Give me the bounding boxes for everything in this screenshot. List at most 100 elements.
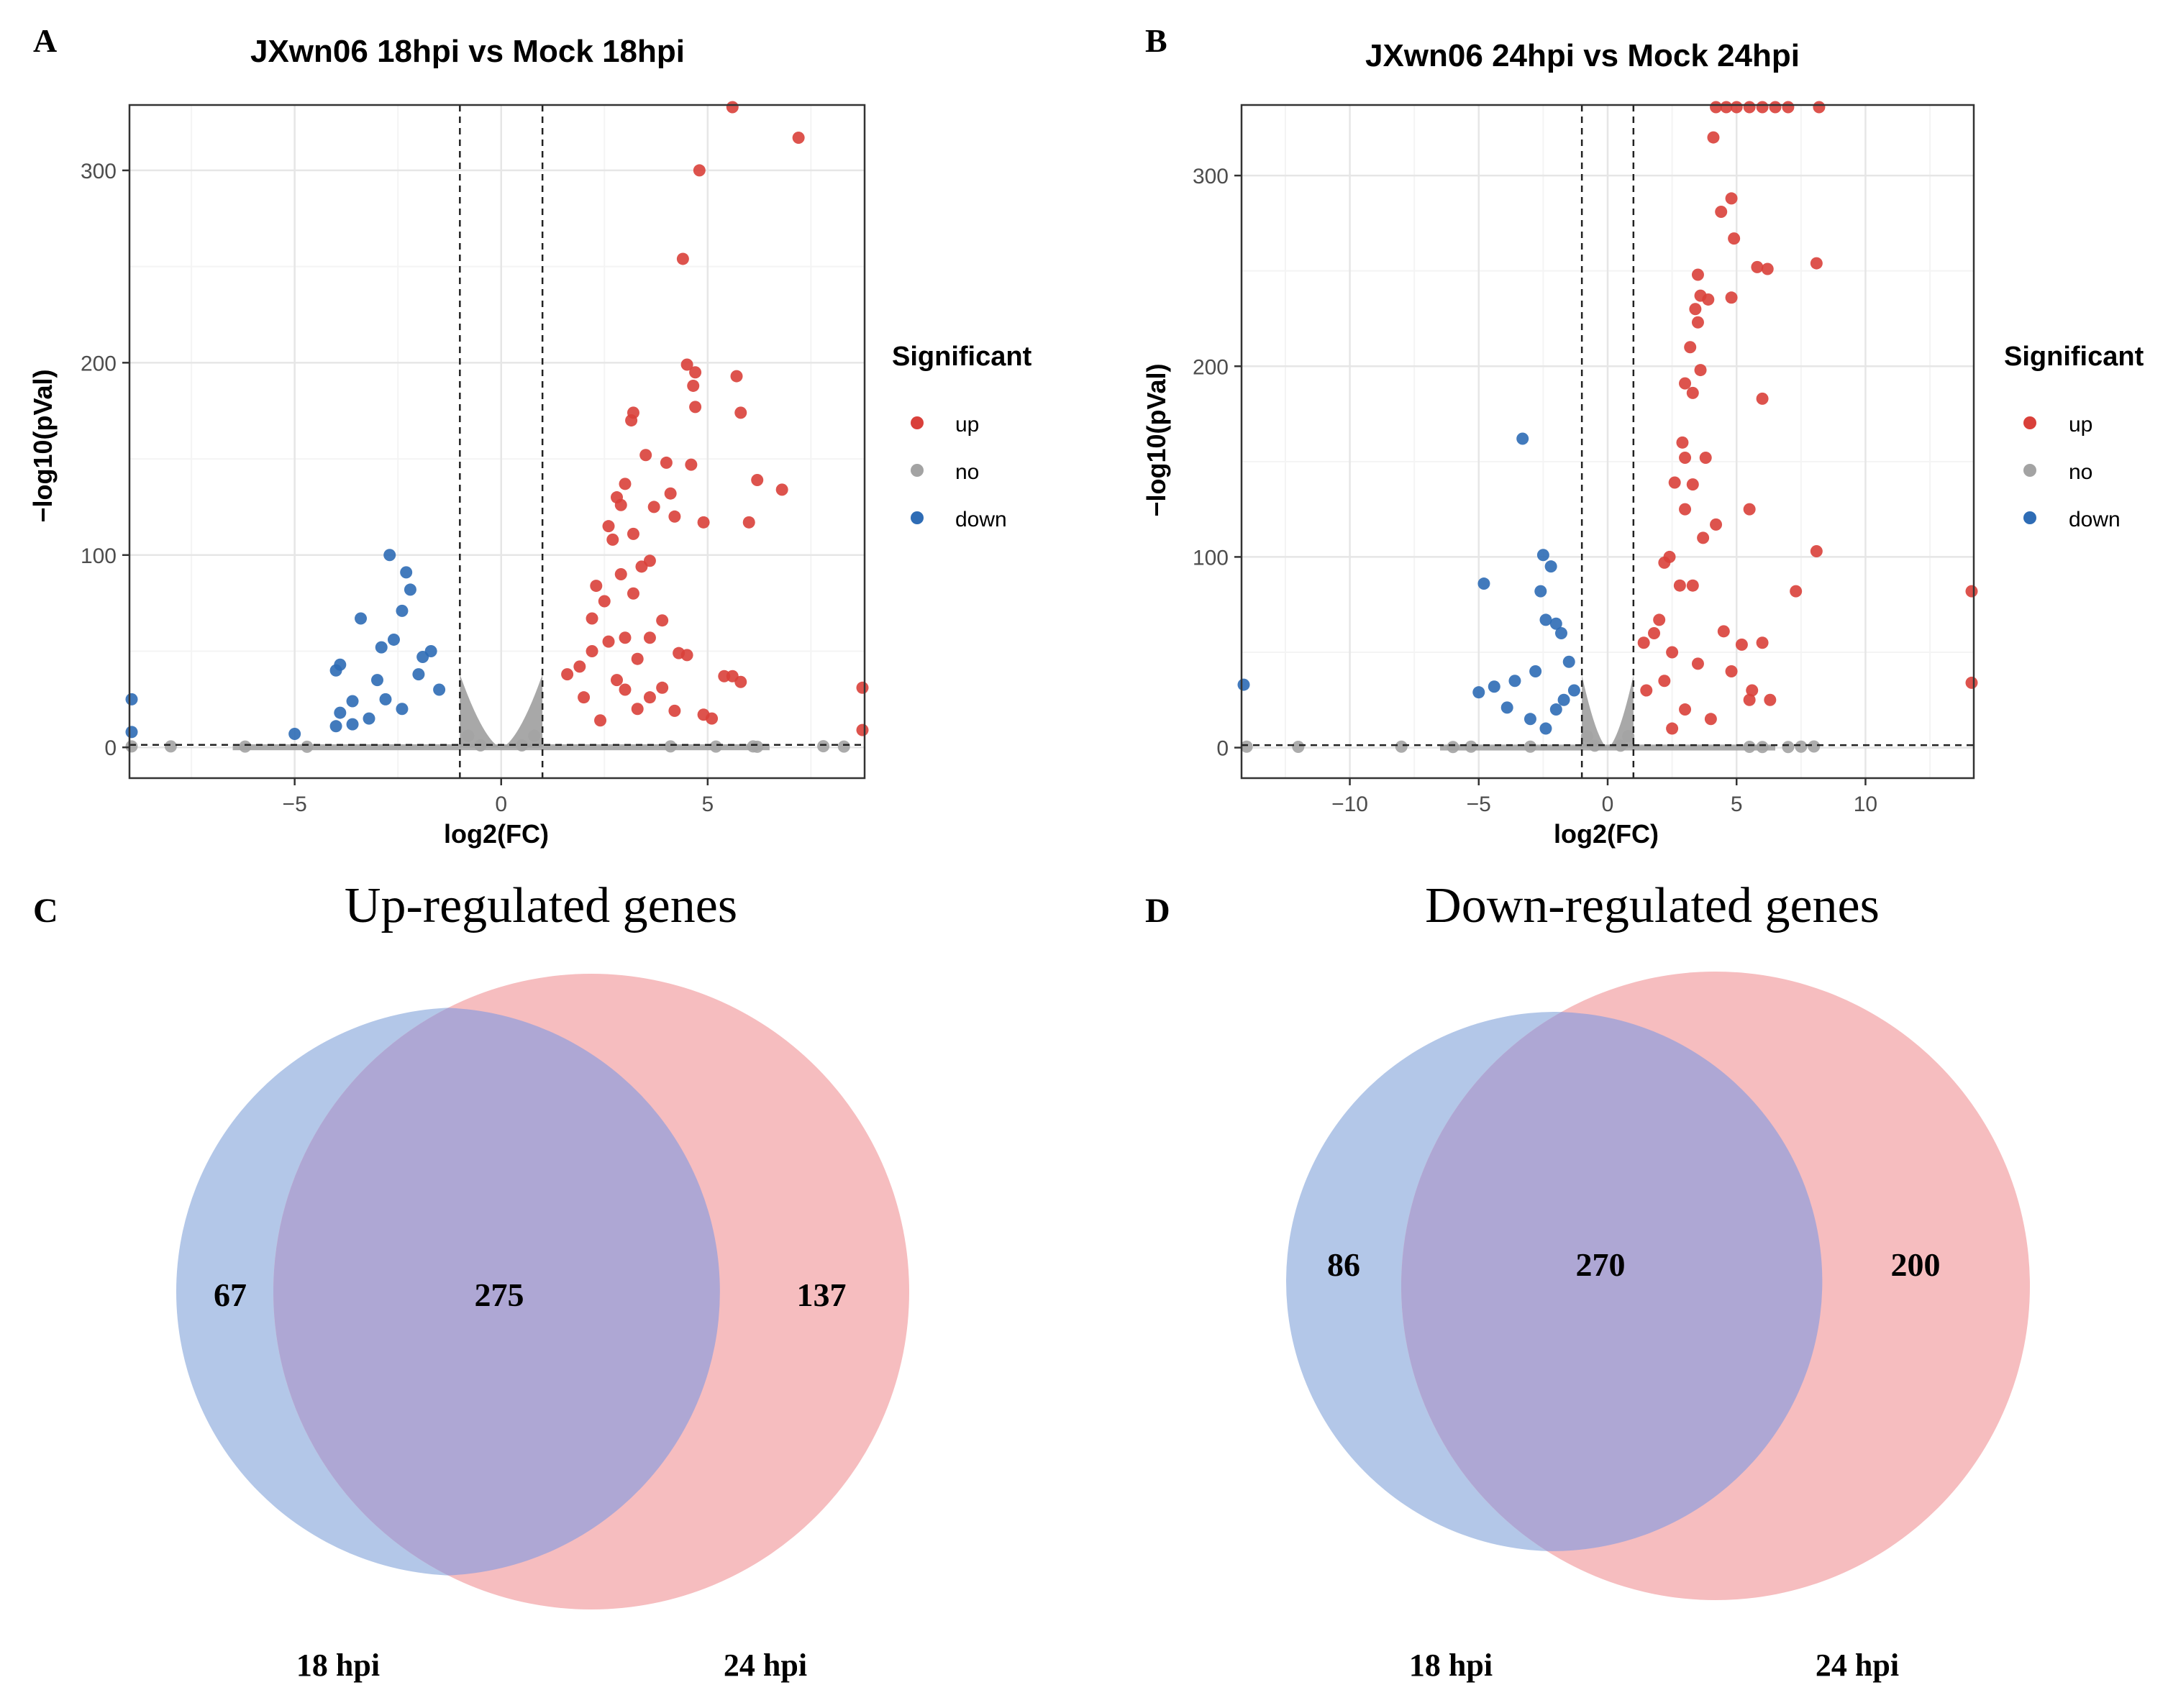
data-point-no [664,740,677,753]
data-point-up [1756,636,1769,649]
legend-a: Significant up no down [892,342,1032,531]
data-point-up [687,379,700,392]
data-point-up [573,660,586,673]
panel-label-d: D [1145,892,1170,930]
data-point-up [676,252,689,265]
y-tick-label: 200 [81,352,117,375]
y-ticks-b: 0 100 200 300 [1193,165,1242,761]
data-point-up [561,668,574,681]
data-point-up [1725,291,1738,304]
data-point-down [1549,703,1562,716]
x-tick-label: 5 [701,793,714,816]
legend-swatch-up-a [911,416,924,429]
x-tick-label: 10 [1854,793,1877,816]
x-axis-label-b: log2(FC) [1554,819,1659,849]
data-point-up [742,516,755,529]
data-point-down [387,633,400,646]
data-point-up [856,681,869,694]
data-point-up [726,101,739,114]
data-point-no [1795,740,1808,753]
legend-swatch-no-b [2023,464,2036,477]
data-point-down [1523,713,1536,726]
y-tick-label: 100 [1193,546,1229,570]
data-point-down [334,706,347,719]
legend-swatch-down-a [911,511,924,524]
data-point-up [614,568,627,581]
data-point-down [396,604,409,617]
data-point-up [689,366,702,379]
legend-label-up-b: up [2069,413,2092,437]
data-point-up [1666,646,1679,659]
venn-value-right-d: 200 [1891,1246,1941,1283]
data-point-up [706,712,719,725]
data-point-down [1488,680,1500,693]
panel-label-a: A [33,22,57,59]
data-point-up [1725,192,1738,205]
reference-lines-b [1242,105,1974,778]
data-point-up [730,370,743,383]
data-point-down [400,566,413,579]
legend-b: Significant up no down [2004,342,2144,531]
data-point-up [1679,452,1692,465]
data-point-down [1237,678,1250,691]
data-point-no [1588,739,1601,752]
data-point-down [1539,613,1552,626]
panel-a: A JXwn06 18hpi vs Mock 18hpi −5 0 5 010020… [28,22,1032,849]
data-point-up [1676,436,1689,449]
data-point-up [1769,101,1782,114]
data-point-up [1707,131,1720,144]
data-point-down [1567,684,1580,697]
data-point-down [1472,686,1485,699]
data-point-no [1447,741,1459,754]
data-point-up [1679,503,1692,516]
reference-lines-a [129,105,865,778]
data-point-up [1751,260,1764,273]
data-point-up [1686,579,1699,592]
data-point-down [370,674,383,687]
data-point-up [1735,638,1748,651]
data-point-up [693,164,706,177]
panel-b: B JXwn06 24hpi vs Mock 24hpi −10 −5 0 5 10 0… [1142,22,2144,849]
data-point-up [660,456,673,469]
data-point-up [1743,503,1756,516]
data-point-down [355,612,368,625]
data-point-up [611,674,624,687]
data-point-up [1715,205,1728,218]
data-point-up [619,631,632,644]
plot-panel-a [128,104,866,780]
data-point-up [1810,257,1823,270]
chart-title-a: JXwn06 18hpi vs Mock 18hpi [250,34,685,69]
points-b [1237,101,1978,754]
legend-label-up-a: up [955,413,979,437]
data-point-up [625,414,638,427]
data-point-up [590,580,603,593]
data-point-up [775,483,788,496]
legend-swatch-up-b [2023,416,2036,429]
data-point-up [1743,693,1756,706]
data-point-up [1746,684,1759,697]
venn-set-label-right-d: 24 hpi [1816,1648,1899,1683]
data-point-up [734,675,747,688]
y-tick-label: 100 [81,544,117,568]
venn-value-right-c: 137 [797,1277,847,1313]
data-point-up [1704,713,1717,726]
data-point-up [647,501,660,513]
data-point-up [1965,676,1978,689]
venn-value-overlap-d: 270 [1576,1246,1626,1283]
legend-label-down-b: down [2069,508,2121,531]
data-point-up [1658,556,1671,569]
panel-c: C Up-regulated genes 67 275 137 18 hpi 2… [33,878,909,1683]
data-point-no [1465,740,1477,753]
y-tick-label: 300 [1193,165,1229,188]
data-point-up [578,691,591,704]
data-point-no [125,740,138,753]
data-point-up [656,681,669,694]
nonsignificant-cloud [460,674,543,748]
venn-value-left-c: 67 [214,1277,247,1313]
data-point-down [1508,675,1521,688]
data-point-down [1549,617,1562,630]
venn-set-label-right-c: 24 hpi [724,1648,807,1683]
data-point-down [412,668,425,681]
x-tick-label: −5 [1467,793,1491,816]
venn-value-overlap-c: 275 [475,1277,524,1313]
